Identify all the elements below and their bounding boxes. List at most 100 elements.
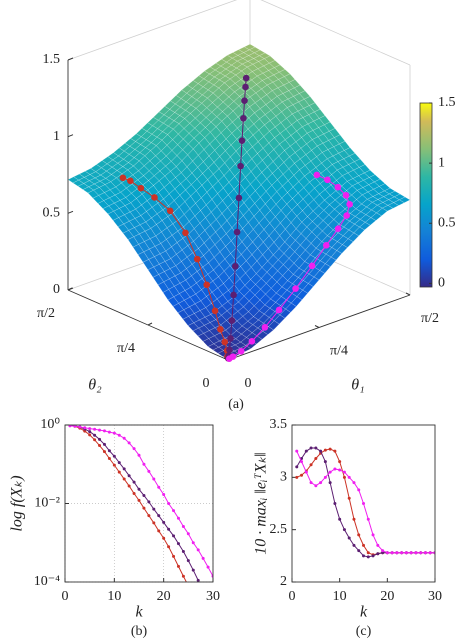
x-tick-label: 20 [380, 589, 394, 604]
series-point [352, 481, 356, 485]
series-point [102, 450, 106, 454]
series-point [333, 449, 337, 453]
colorbar [419, 102, 433, 288]
x-axis-label: θ₁ [351, 377, 364, 394]
series-point [362, 502, 365, 505]
series-point [295, 449, 299, 453]
series-point [371, 533, 375, 537]
series-point [112, 454, 116, 458]
series-point [132, 480, 136, 484]
series-point [414, 551, 418, 555]
series-line [296, 447, 435, 558]
series-point [93, 427, 97, 431]
series-point [167, 527, 171, 531]
series-point [419, 551, 423, 555]
trajectory-point [127, 177, 134, 185]
z-tick [67, 134, 74, 138]
series-point [132, 491, 136, 495]
series-point [390, 551, 394, 555]
series-line [296, 450, 435, 554]
series-point [323, 448, 327, 452]
series-point [98, 444, 102, 448]
series-point [152, 521, 156, 525]
series-point [314, 484, 318, 488]
series-point [172, 554, 176, 558]
series-point [142, 493, 146, 497]
series-point [167, 545, 171, 549]
series-point [323, 460, 327, 464]
trajectory-point [248, 337, 256, 345]
series-point [107, 457, 111, 461]
series-point [88, 430, 92, 434]
series-point [314, 456, 318, 460]
series-point [112, 431, 116, 435]
series-point [342, 475, 346, 479]
y-axis-label: 10 · maxᵢ ‖eᵢᵀXₖ‖ [253, 452, 270, 555]
trajectory-point [233, 228, 241, 236]
x-tick-label: 10 [107, 589, 121, 604]
series-point [366, 551, 370, 555]
box-edge [67, 0, 238, 61]
series-point [147, 500, 151, 504]
trajectory-point [334, 183, 342, 191]
y-axis-label: θ₂ [88, 377, 102, 394]
series-point [127, 484, 131, 488]
series-point [328, 447, 332, 451]
x-tick-label: 30 [206, 589, 220, 604]
series-point [98, 437, 102, 441]
axes-frame [291, 424, 436, 583]
trajectory-point [229, 353, 237, 360]
series-point [186, 559, 190, 563]
x-tick-label: 0 [245, 376, 252, 391]
series-point [122, 477, 126, 481]
x-axis-label: k [135, 604, 143, 621]
series-point [314, 446, 318, 450]
series-point [93, 438, 97, 442]
trajectory-point [342, 192, 350, 199]
colorbar-tick-label: 0 [438, 276, 445, 291]
series-point [88, 427, 92, 431]
y-axis-label: log f(Xₖ) [9, 475, 26, 531]
series-line [69, 425, 213, 577]
trajectory-point [237, 162, 244, 170]
series-point [98, 428, 102, 432]
series-point [300, 460, 304, 464]
series-point [362, 554, 365, 558]
series-point [78, 425, 82, 429]
z-tick-label: 1.5 [43, 52, 61, 67]
series-point [147, 514, 151, 518]
series-point [362, 543, 365, 547]
trajectory-point [221, 338, 229, 346]
y-tick-label: π/2 [37, 306, 55, 321]
series-point [300, 473, 304, 477]
series-point [366, 517, 370, 521]
series-line [69, 425, 187, 582]
series-point [309, 481, 313, 485]
series-point [376, 552, 380, 556]
trajectory-point [238, 137, 246, 144]
trajectory-point [313, 171, 321, 179]
trajectory-point [119, 174, 127, 182]
trajectory-point [227, 335, 234, 342]
series-point [142, 462, 146, 466]
trajectory-point [237, 348, 245, 355]
trajectory-point [346, 201, 353, 208]
series-point [73, 425, 77, 428]
trajectory-point [334, 225, 342, 233]
series-point [93, 433, 97, 437]
series-point [152, 477, 156, 481]
z-tick-label: 1 [53, 129, 60, 144]
x-tick-label: π/2 [421, 311, 439, 326]
series-point [319, 481, 323, 485]
trajectory-point [308, 262, 316, 270]
series-point [172, 534, 176, 538]
series-point [342, 528, 346, 532]
series-point [157, 514, 161, 518]
z-tick [67, 57, 74, 61]
y-tick-label: 10⁰ [40, 417, 60, 432]
z-tick [67, 210, 74, 214]
x-tick-label: π/4 [330, 344, 348, 359]
series-point [186, 532, 190, 536]
series-point [295, 475, 299, 479]
y-tick-label: 10⁻² [34, 496, 60, 511]
